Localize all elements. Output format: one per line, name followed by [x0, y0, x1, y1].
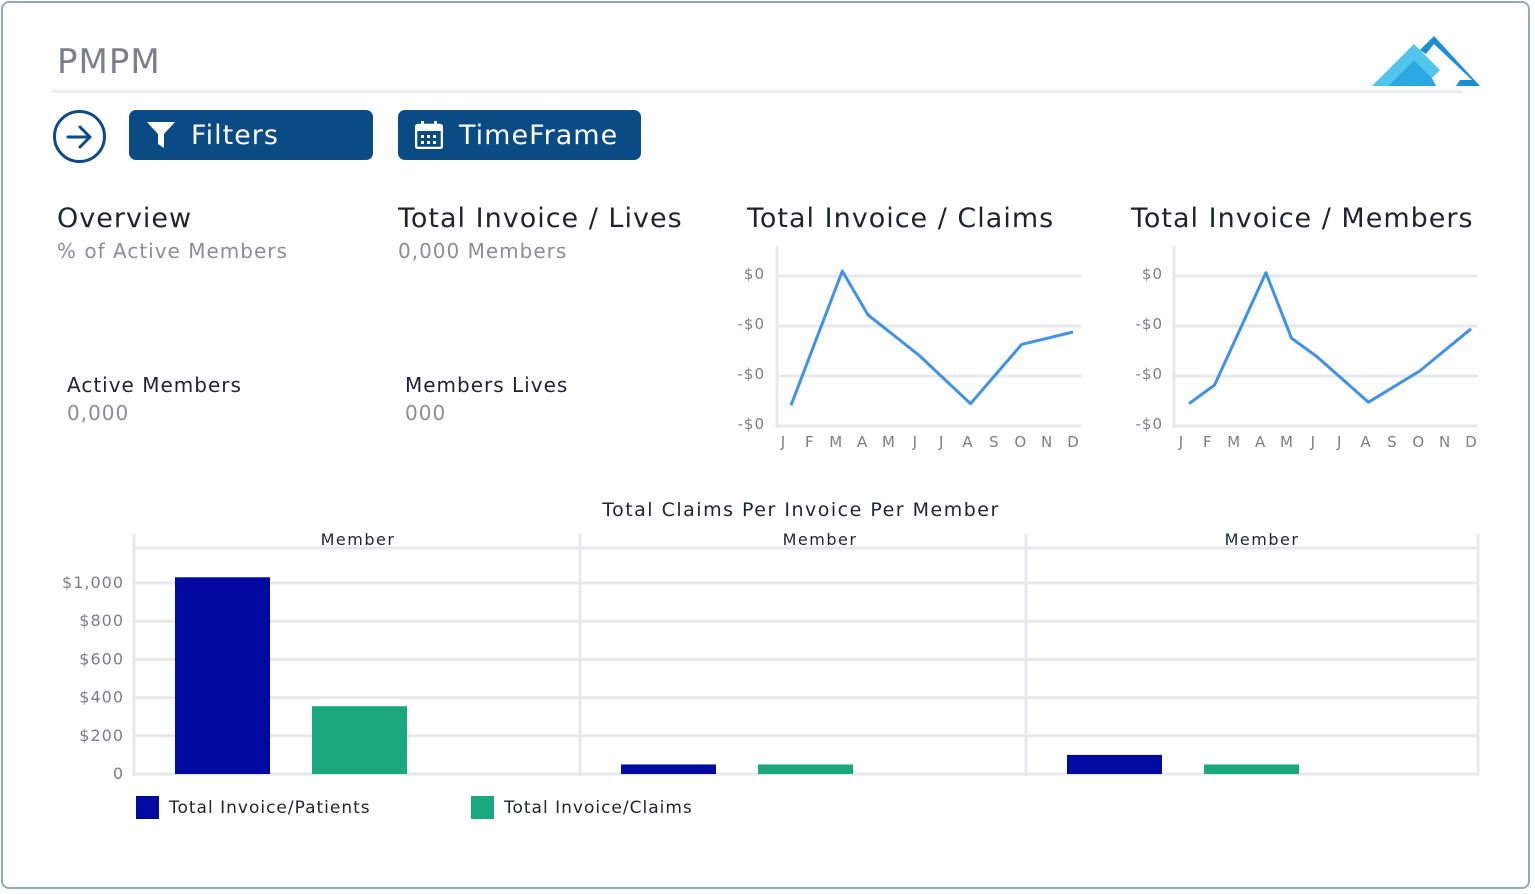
legend-claims: Total Invoice/Claims: [471, 796, 693, 819]
claims-x-tick-label: J: [912, 433, 917, 451]
overview-subtitle: % of Active Members: [57, 239, 288, 263]
legend-patients-label: Total Invoice/Patients: [169, 797, 371, 818]
claims-series-line: [789, 269, 1074, 406]
claims-y-tick-label: -$0: [738, 365, 766, 383]
page-title: PMPM: [57, 42, 161, 82]
members-x-tick-label: N: [1439, 433, 1450, 451]
members-x-tick-label: F: [1203, 433, 1212, 451]
members-x-tick-label: J: [1178, 433, 1183, 451]
claims-x-tick-label: S: [989, 433, 999, 451]
navigate-forward-button[interactable]: [53, 110, 106, 163]
bar-claims: [758, 764, 853, 774]
members-series-line: [1188, 271, 1472, 405]
filter-icon: [147, 122, 175, 148]
members-x-tick-label: J: [1336, 433, 1341, 451]
title-divider: [52, 90, 1462, 93]
bar-y-tick-label: $800: [79, 611, 124, 630]
bar-chart-title: Total Claims Per Invoice Per Member: [601, 499, 1000, 521]
members-lives-label: Members Lives: [405, 373, 569, 397]
members-x-tick-label: S: [1387, 433, 1397, 451]
claims-x-tick-label: O: [1014, 433, 1026, 451]
legend-claims-swatch: [471, 796, 494, 819]
active-members-label: Active Members: [67, 373, 242, 397]
active-members-value: 0,000: [67, 401, 130, 425]
bar-y-tick-label: 0: [113, 764, 124, 783]
members-x-tick-label: D: [1465, 433, 1477, 451]
claims-y-tick-label: -$0: [738, 315, 766, 333]
members-y-tick-label: -$0: [1136, 365, 1164, 383]
members-x-tick-label: J: [1310, 433, 1315, 451]
overview-title: Overview: [57, 203, 193, 234]
bar-y-tick-label: $200: [79, 726, 124, 745]
bar-claims: [1204, 764, 1299, 774]
lives-subtitle: 0,000 Members: [398, 239, 568, 263]
bar-y-tick-label: $600: [79, 649, 124, 668]
claims-chart-title: Total Invoice / Claims: [747, 203, 1055, 234]
claims-x-tick-label: D: [1067, 433, 1079, 451]
members-y-tick-label: -$0: [1136, 415, 1164, 433]
bar-claims: [312, 706, 407, 774]
bar-patients: [1067, 754, 1162, 774]
bar-panel-header: Member: [783, 530, 858, 549]
members-x-tick-label: O: [1412, 433, 1424, 451]
claims-x-tick-label: A: [962, 433, 973, 451]
bar-y-tick-label: $1,000: [62, 573, 124, 592]
timeframe-button[interactable]: TimeFrame: [398, 110, 641, 160]
claims-x-tick-label: J: [938, 433, 943, 451]
members-x-tick-label: M: [1227, 433, 1240, 451]
bar-panel-header: Member: [1225, 530, 1300, 549]
claims-x-tick-label: M: [882, 433, 895, 451]
lives-title: Total Invoice / Lives: [398, 203, 683, 234]
filters-button-label: Filters: [191, 119, 279, 151]
members-x-tick-label: A: [1360, 433, 1371, 451]
legend-patients: Total Invoice/Patients: [136, 796, 371, 819]
legend-patients-swatch: [136, 796, 159, 819]
members-x-tick-label: A: [1255, 433, 1266, 451]
bar-patients: [621, 764, 716, 774]
members-y-tick-label: $0: [1142, 265, 1163, 283]
claims-x-tick-label: A: [857, 433, 868, 451]
claims-x-tick-label: J: [780, 433, 785, 451]
bar-patients: [175, 577, 270, 774]
bar-y-tick-label: $400: [79, 688, 124, 707]
claims-x-tick-label: N: [1041, 433, 1052, 451]
members-lives-value: 000: [405, 401, 447, 425]
claims-y-tick-label: $0: [744, 265, 765, 283]
legend-claims-label: Total Invoice/Claims: [504, 797, 693, 818]
claims-x-tick-label: F: [805, 433, 814, 451]
filters-button[interactable]: Filters: [129, 110, 373, 160]
members-x-tick-label: M: [1280, 433, 1293, 451]
claims-x-tick-label: M: [829, 433, 842, 451]
timeframe-button-label: TimeFrame: [459, 119, 619, 151]
members-chart-title: Total Invoice / Members: [1131, 203, 1474, 234]
calendar-icon: [415, 121, 443, 149]
bar-panel-header: Member: [321, 530, 396, 549]
claims-y-tick-label: -$0: [738, 415, 766, 433]
brand-logo-icon: [1372, 36, 1480, 86]
members-y-tick-label: -$0: [1136, 315, 1164, 333]
arrow-right-icon: [66, 125, 91, 148]
